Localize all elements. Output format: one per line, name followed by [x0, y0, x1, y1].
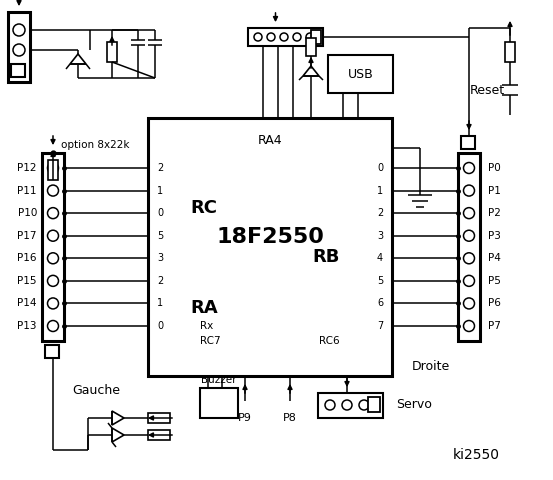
Text: 5: 5 — [377, 276, 383, 286]
Text: Servo: Servo — [396, 398, 432, 411]
Text: 1: 1 — [157, 299, 163, 309]
Bar — [148, 413, 170, 423]
Text: 5: 5 — [157, 231, 163, 240]
Text: 4: 4 — [377, 253, 383, 264]
Text: RC7: RC7 — [200, 336, 221, 346]
Circle shape — [267, 33, 275, 41]
Text: 0: 0 — [157, 321, 163, 331]
Text: 0: 0 — [157, 208, 163, 218]
Text: P2: P2 — [488, 208, 501, 218]
Text: P16: P16 — [18, 253, 37, 264]
Text: RA4: RA4 — [258, 133, 283, 146]
Circle shape — [13, 44, 25, 56]
Circle shape — [48, 208, 59, 219]
Text: option 8x22k: option 8x22k — [61, 140, 129, 150]
Text: Buzzer: Buzzer — [201, 375, 237, 385]
Circle shape — [48, 253, 59, 264]
Text: Reset: Reset — [470, 84, 505, 96]
Text: 18F2550: 18F2550 — [216, 227, 324, 247]
Text: P5: P5 — [488, 276, 501, 286]
Circle shape — [359, 400, 369, 410]
Circle shape — [48, 321, 59, 332]
Text: 2: 2 — [157, 163, 163, 173]
Bar — [328, 55, 393, 93]
Text: P9: P9 — [238, 413, 252, 423]
Text: RC6: RC6 — [320, 336, 340, 346]
Text: P1: P1 — [488, 186, 501, 195]
Circle shape — [254, 33, 262, 41]
Text: 0: 0 — [377, 163, 383, 173]
Polygon shape — [112, 428, 124, 442]
Polygon shape — [112, 411, 124, 425]
Bar — [107, 42, 117, 62]
Circle shape — [325, 400, 335, 410]
Circle shape — [463, 185, 474, 196]
Circle shape — [342, 400, 352, 410]
Circle shape — [463, 230, 474, 241]
Text: Rx: Rx — [200, 321, 213, 331]
Circle shape — [293, 33, 301, 41]
Text: P11: P11 — [18, 186, 37, 195]
Bar — [311, 30, 321, 44]
Text: Gauche: Gauche — [72, 384, 120, 397]
Circle shape — [48, 298, 59, 309]
Circle shape — [463, 298, 474, 309]
Text: P17: P17 — [18, 231, 37, 240]
Circle shape — [48, 163, 59, 173]
Circle shape — [463, 253, 474, 264]
Circle shape — [280, 33, 288, 41]
Circle shape — [48, 185, 59, 196]
Text: P12: P12 — [18, 163, 37, 173]
Circle shape — [463, 163, 474, 173]
Bar — [42, 153, 64, 341]
Text: 1: 1 — [157, 186, 163, 195]
Text: 1: 1 — [377, 186, 383, 195]
Text: P10: P10 — [18, 208, 37, 218]
Bar — [461, 136, 475, 149]
Text: RA: RA — [190, 299, 218, 317]
Text: P15: P15 — [18, 276, 37, 286]
Circle shape — [306, 33, 314, 41]
Bar — [306, 38, 316, 56]
Text: 3: 3 — [157, 253, 163, 264]
Bar — [8, 12, 30, 82]
Bar — [148, 430, 170, 440]
Circle shape — [463, 276, 474, 287]
Circle shape — [48, 230, 59, 241]
Text: ki2550: ki2550 — [453, 448, 500, 462]
Text: RC: RC — [190, 199, 217, 217]
Text: 2: 2 — [157, 276, 163, 286]
Text: P7: P7 — [488, 321, 501, 331]
Circle shape — [13, 24, 25, 36]
Bar — [368, 397, 380, 412]
Bar — [505, 42, 515, 62]
Text: P0: P0 — [488, 163, 501, 173]
Bar — [200, 388, 238, 418]
Bar — [248, 28, 323, 46]
Polygon shape — [303, 66, 319, 76]
Bar — [318, 393, 383, 418]
Circle shape — [463, 208, 474, 219]
Bar — [45, 345, 59, 358]
Text: P14: P14 — [18, 299, 37, 309]
Text: P3: P3 — [488, 231, 501, 240]
Text: RB: RB — [312, 248, 340, 266]
Text: P8: P8 — [283, 413, 297, 423]
Text: 6: 6 — [377, 299, 383, 309]
Bar — [48, 160, 58, 180]
Text: P13: P13 — [18, 321, 37, 331]
Circle shape — [463, 321, 474, 332]
Text: USB: USB — [348, 68, 373, 81]
Text: P4: P4 — [488, 253, 501, 264]
Text: P6: P6 — [488, 299, 501, 309]
Text: Droite: Droite — [412, 360, 450, 372]
Circle shape — [48, 276, 59, 287]
Text: 2: 2 — [377, 208, 383, 218]
Text: 7: 7 — [377, 321, 383, 331]
Bar — [148, 118, 392, 376]
Bar — [458, 153, 480, 341]
Text: 3: 3 — [377, 231, 383, 240]
Polygon shape — [70, 54, 86, 64]
Bar — [11, 64, 25, 77]
